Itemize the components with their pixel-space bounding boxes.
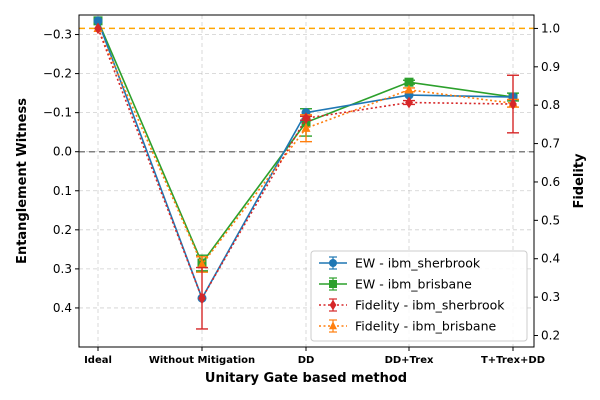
left-tick-label: 0.1 bbox=[53, 184, 72, 198]
legend-label: Fidelity - ibm_brisbane bbox=[355, 319, 496, 334]
data-point bbox=[301, 122, 311, 132]
left-axis-label: Entanglement Witness bbox=[15, 98, 30, 264]
right-tick-label: 0.9 bbox=[541, 60, 560, 74]
x-tick-label: Without Mitigation bbox=[149, 355, 255, 366]
right-tick-label: 1.0 bbox=[541, 21, 560, 35]
series-fidelity-ibm-sherbrook bbox=[94, 22, 519, 330]
legend-marker bbox=[329, 299, 337, 311]
right-tick-label: 0.3 bbox=[541, 290, 560, 304]
left-tick-label: −0.3 bbox=[43, 28, 72, 42]
legend-entry: EW - ibm_brisbane bbox=[319, 277, 472, 292]
legend-label: EW - ibm_sherbrook bbox=[355, 256, 481, 271]
left-tick-label: 0.3 bbox=[53, 262, 72, 276]
data-point bbox=[198, 292, 206, 305]
x-tick-label: Ideal bbox=[84, 355, 112, 366]
legend-box bbox=[310, 250, 528, 342]
series-layer bbox=[93, 16, 519, 330]
data-point bbox=[405, 96, 413, 109]
legend-label: Fidelity - ibm_sherbrook bbox=[355, 298, 505, 313]
left-tick-label: 0.2 bbox=[53, 223, 72, 237]
legend-entry: Fidelity - ibm_sherbrook bbox=[319, 298, 505, 313]
legend: EW - ibm_sherbrook EW - ibm_brisbane Fidel… bbox=[310, 250, 528, 342]
right-tick-label: 0.7 bbox=[541, 137, 560, 151]
left-tick-label: −0.1 bbox=[43, 106, 72, 120]
x-tick-label: DD+Trex bbox=[385, 355, 434, 366]
right-axis-label: Fidelity bbox=[572, 153, 587, 209]
x-axis: Ideal Without Mitigation DD DD+Trex T+Trex+D… bbox=[84, 347, 545, 366]
right-tick-label: 0.2 bbox=[541, 328, 560, 342]
legend-entry: EW - ibm_sherbrook bbox=[319, 256, 481, 271]
data-point bbox=[197, 259, 207, 269]
x-tick-label: T+Trex+DD bbox=[481, 355, 545, 366]
right-tick-label: 0.6 bbox=[541, 175, 560, 189]
left-tick-label: −0.2 bbox=[43, 67, 72, 81]
legend-entry: Fidelity - ibm_brisbane bbox=[319, 319, 496, 334]
left-tick-label: 0.0 bbox=[53, 145, 72, 159]
data-point bbox=[94, 22, 102, 35]
legend-label: EW - ibm_brisbane bbox=[355, 277, 472, 292]
right-tick-label: 0.8 bbox=[541, 98, 560, 112]
series-line bbox=[97, 28, 514, 267]
data-point bbox=[404, 77, 414, 87]
data-point bbox=[404, 84, 414, 94]
legend-marker bbox=[329, 321, 337, 330]
left-tick-label: 0.4 bbox=[53, 301, 72, 315]
left-axis: −0.3 −0.2 −0.1 0.0 0.1 0.2 0.3 0.4 bbox=[43, 28, 79, 315]
data-point bbox=[93, 16, 103, 26]
data-point bbox=[302, 112, 310, 125]
x-axis-label: Unitary Gate based method bbox=[205, 371, 407, 386]
right-axis: 0.2 0.3 0.4 0.5 0.6 0.7 0.8 0.9 1.0 bbox=[534, 21, 560, 342]
x-tick-label: DD bbox=[298, 355, 315, 366]
series-line bbox=[97, 28, 514, 301]
right-tick-label: 0.4 bbox=[541, 252, 560, 266]
data-point bbox=[509, 98, 517, 110]
legend-marker bbox=[329, 259, 337, 267]
legend-marker bbox=[329, 280, 337, 288]
right-tick-label: 0.5 bbox=[541, 213, 560, 227]
